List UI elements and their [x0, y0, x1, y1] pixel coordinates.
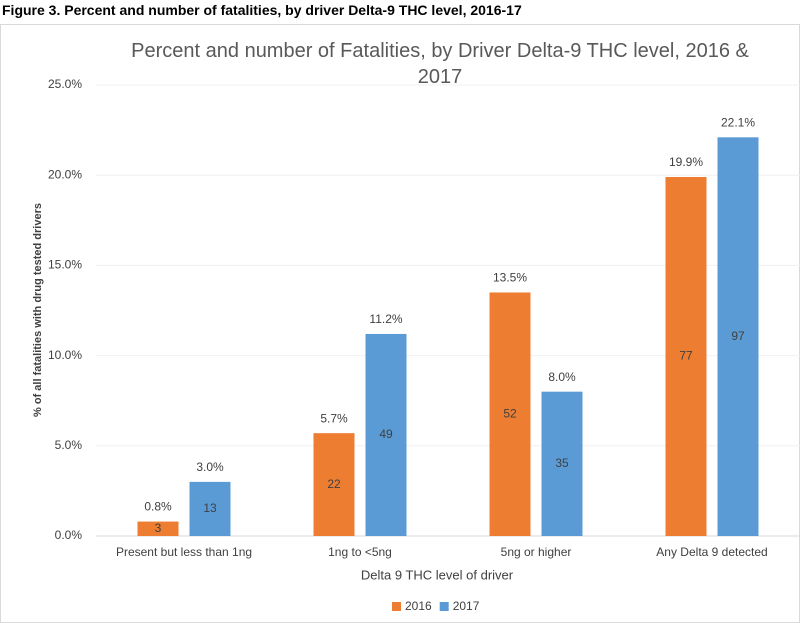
value-label: 0.8% — [144, 500, 172, 514]
legend-swatch — [392, 602, 401, 611]
value-label: 3.0% — [196, 460, 224, 474]
y-axis-label: % of all fatalities with drug tested dri… — [32, 203, 44, 417]
value-label: 13.5% — [493, 271, 527, 285]
chart-title: Percent and number of Fatalities, by Dri… — [131, 40, 749, 88]
bar — [489, 292, 531, 536]
bar — [665, 177, 707, 536]
y-tick-label: 25.0% — [48, 77, 82, 91]
legend-label: 2016 — [405, 599, 432, 613]
bar — [541, 391, 583, 536]
value-label: 22.1% — [721, 115, 755, 129]
y-tick-label: 5.0% — [55, 438, 83, 452]
count-label: 22 — [327, 477, 341, 491]
count-label: 97 — [731, 329, 745, 343]
value-label: 8.0% — [548, 370, 576, 384]
bar — [365, 333, 407, 536]
x-tick-label: Any Delta 9 detected — [656, 545, 767, 559]
x-tick-label: 5ng or higher — [501, 545, 572, 559]
value-label: 11.2% — [369, 312, 402, 326]
y-tick-label: 20.0% — [48, 167, 82, 181]
figure-caption: Figure 3. Percent and number of fataliti… — [2, 2, 522, 18]
bar — [313, 433, 355, 536]
value-label: 19.9% — [669, 155, 703, 169]
bar — [189, 481, 231, 536]
y-tick-label: 0.0% — [55, 528, 83, 542]
bar — [137, 521, 179, 536]
count-label: 3 — [155, 521, 162, 535]
count-label: 49 — [379, 427, 393, 441]
y-tick-label: 10.0% — [48, 348, 82, 362]
legend-swatch — [439, 602, 449, 611]
bar — [717, 137, 759, 537]
value-label: 5.7% — [320, 411, 348, 425]
count-label: 35 — [555, 456, 569, 470]
count-label: 13 — [203, 501, 217, 515]
x-tick-label: Present but less than 1ng — [116, 545, 252, 559]
count-label: 77 — [679, 349, 693, 363]
legend-label: 2017 — [453, 599, 480, 613]
x-tick-label: 1ng to <5ng — [328, 545, 392, 559]
count-label: 52 — [503, 406, 517, 420]
x-axis-label: Delta 9 THC level of driver — [361, 567, 514, 582]
y-tick-label: 15.0% — [48, 258, 82, 272]
